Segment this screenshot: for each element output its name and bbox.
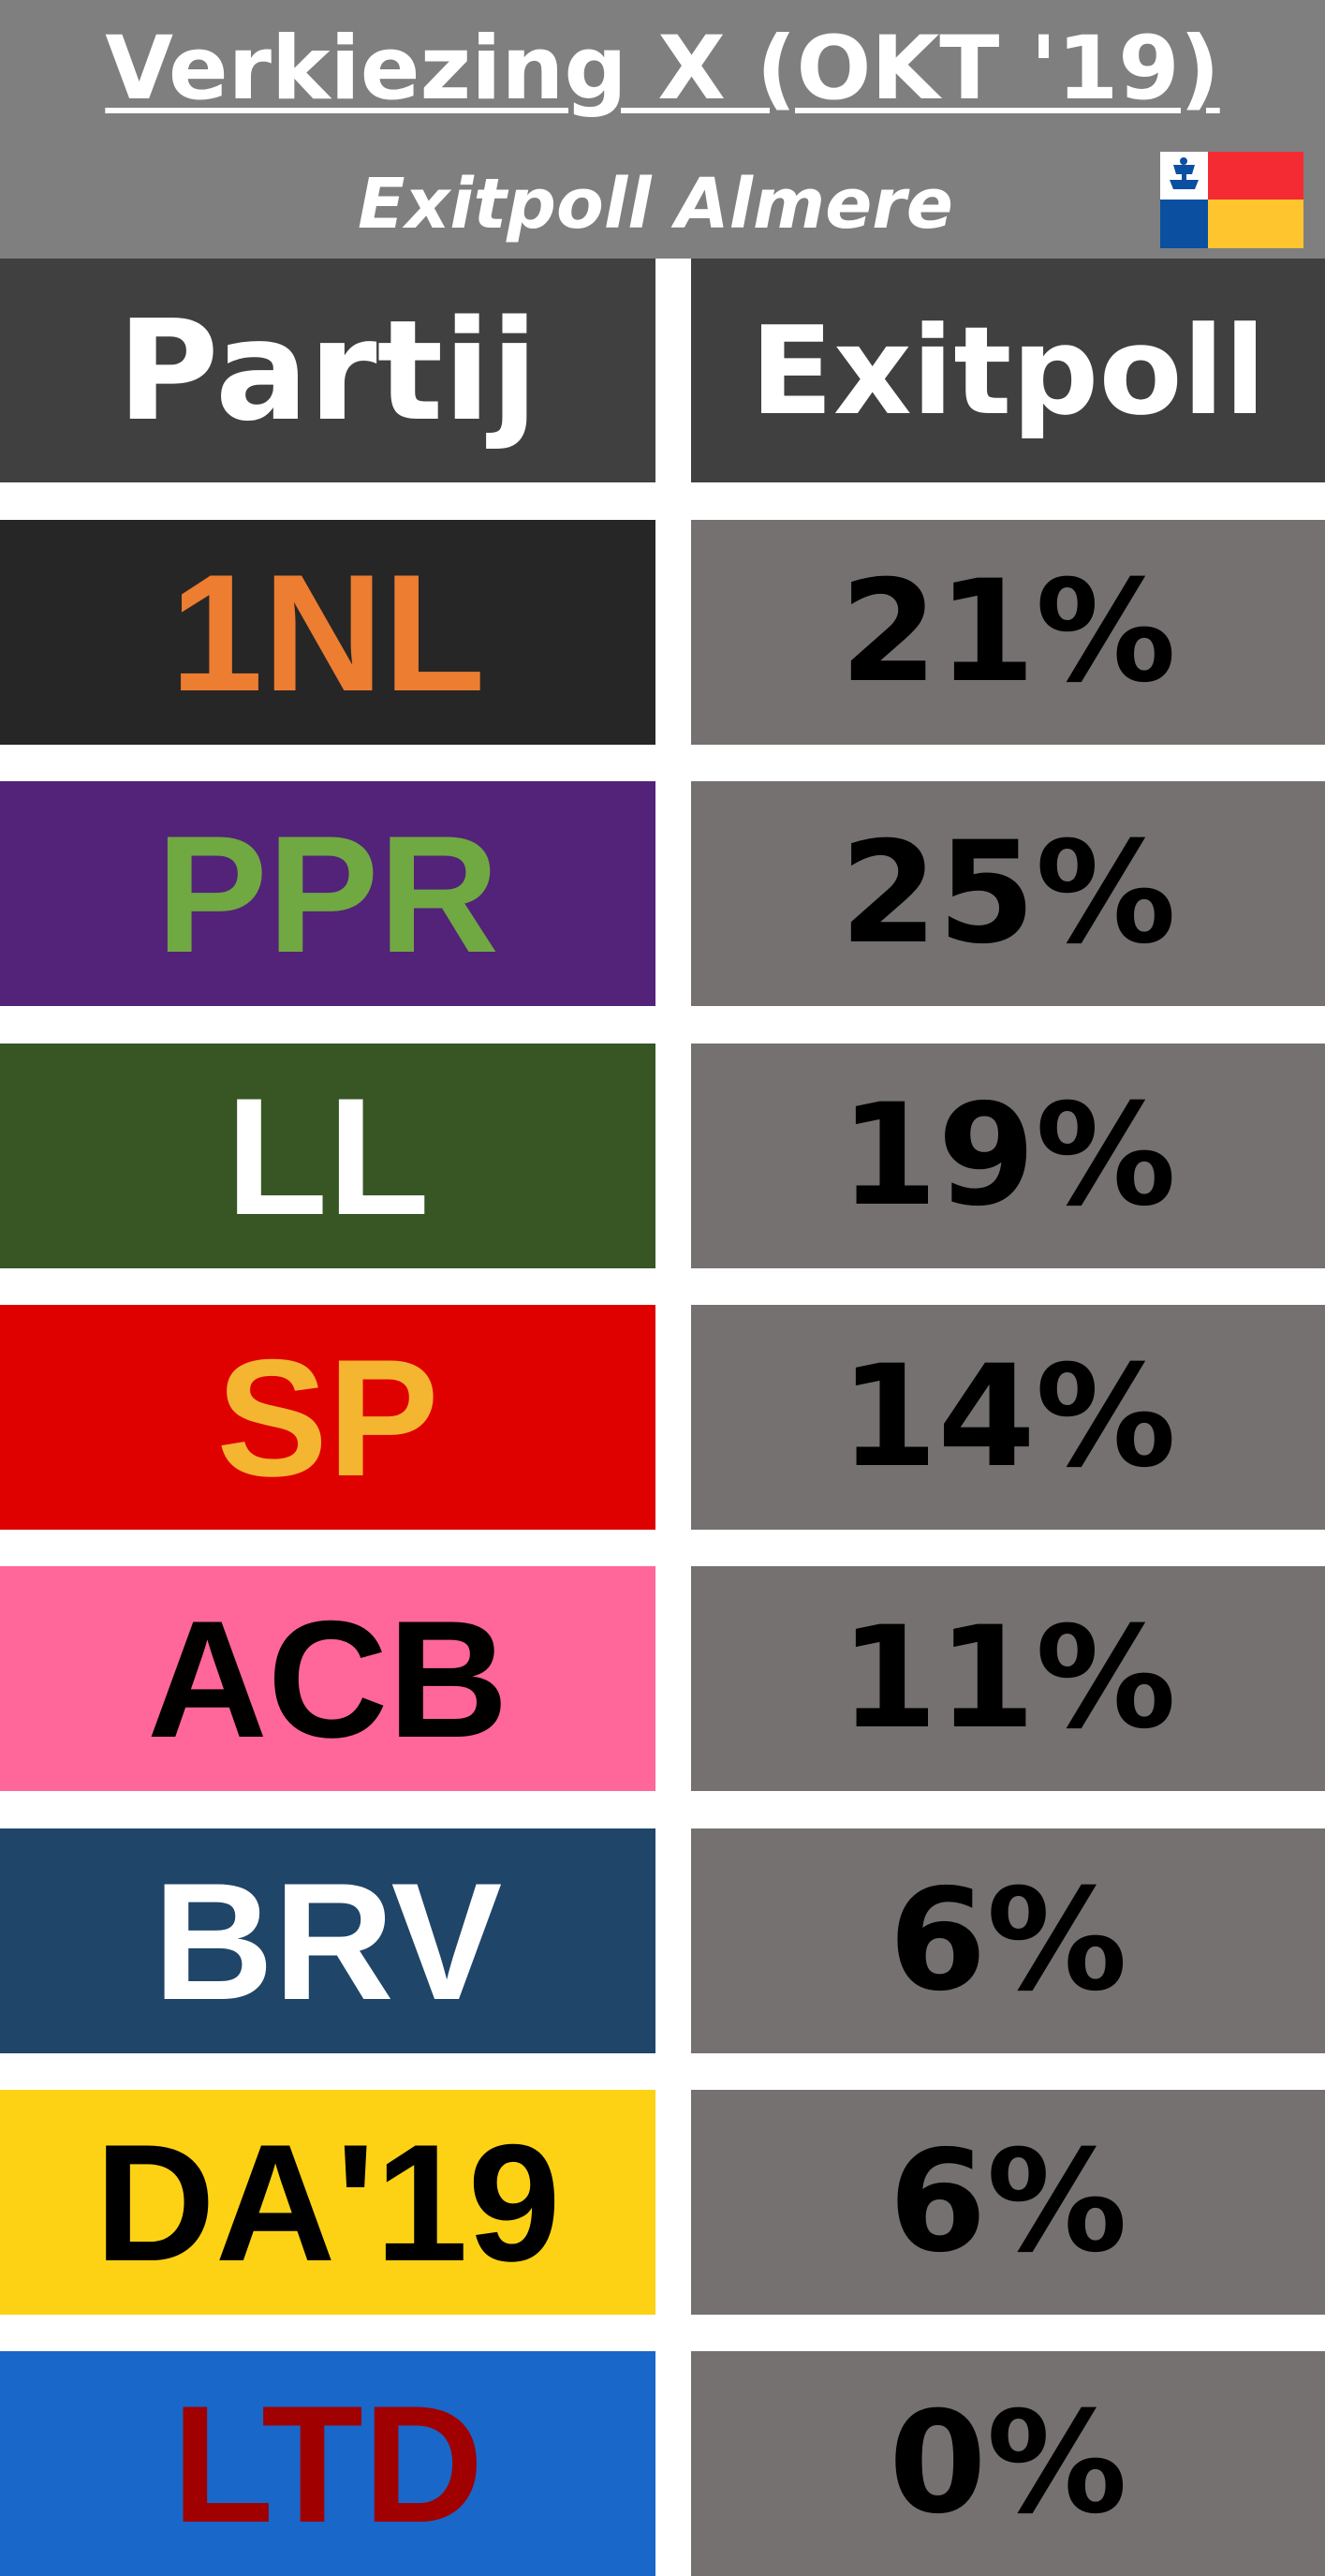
column-header-party: Partij [0,259,655,482]
exitpoll-value-cell: 0% [691,2351,1325,2576]
chart-subtitle: Exitpoll Almere [358,164,953,244]
column-header-exitpoll: Exitpoll [691,259,1325,482]
party-name-cell: PPR [0,781,655,1006]
exitpoll-value-cell: 14% [691,1305,1325,1530]
party-name-cell: ACB [0,1566,655,1791]
party-name-cell: 1NL [0,520,655,745]
exitpoll-value-cell: 11% [691,1566,1325,1791]
exitpoll-value-cell: 19% [691,1044,1325,1268]
party-name-cell: LL [0,1044,655,1268]
exitpoll-value-cell: 21% [691,520,1325,745]
party-name-cell: SP [0,1305,655,1530]
chart-title: Verkiezing X (OKT '19) [105,18,1220,120]
exitpoll-value-cell: 6% [691,1828,1325,2053]
exitpoll-value-cell: 25% [691,781,1325,1006]
party-name-cell: LTD [0,2351,655,2576]
almere-flag-icon [1160,152,1303,248]
exitpoll-value-cell: 6% [691,2090,1325,2315]
party-name-cell: BRV [0,1828,655,2053]
header-banner: Verkiezing X (OKT '19) Exitpoll Almere [0,0,1325,259]
party-name-cell: DA'19 [0,2090,655,2315]
